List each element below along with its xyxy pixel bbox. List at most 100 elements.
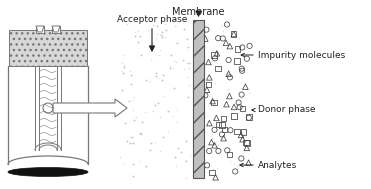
Text: Acceptor phase: Acceptor phase <box>117 15 187 24</box>
Point <box>200 26 206 29</box>
Point <box>227 129 233 132</box>
Point <box>220 30 226 33</box>
Point <box>160 95 166 98</box>
Point <box>220 117 226 120</box>
Point <box>183 176 188 179</box>
Point <box>247 44 253 47</box>
Point <box>150 46 155 49</box>
Point <box>121 54 127 57</box>
Point <box>215 37 221 40</box>
Point <box>180 58 186 61</box>
Point <box>211 128 217 131</box>
Text: Donor phase: Donor phase <box>258 105 315 115</box>
Point <box>204 88 210 91</box>
Point <box>215 143 221 146</box>
Point <box>149 41 155 44</box>
Point <box>181 27 187 30</box>
Point <box>138 133 144 136</box>
Point <box>171 86 177 89</box>
Point <box>206 83 211 86</box>
Point <box>173 165 179 168</box>
Point <box>234 130 240 133</box>
Point <box>246 116 252 119</box>
Point <box>231 114 237 117</box>
Text: Membrane: Membrane <box>172 7 225 17</box>
Point <box>152 36 158 39</box>
Point <box>119 69 125 72</box>
Point <box>246 116 252 119</box>
Point <box>227 153 233 156</box>
Polygon shape <box>53 99 127 117</box>
Point <box>183 139 189 142</box>
Point <box>238 86 244 89</box>
Point <box>175 146 181 149</box>
Point <box>204 164 210 167</box>
Point <box>129 135 135 138</box>
Point <box>131 119 137 122</box>
Point <box>226 72 232 75</box>
Point <box>209 141 214 144</box>
Point <box>227 45 233 48</box>
Point <box>159 78 165 81</box>
Point <box>184 37 190 40</box>
Point <box>238 130 244 133</box>
Point <box>210 100 216 103</box>
Point <box>206 94 212 97</box>
Point <box>234 48 240 51</box>
Point <box>159 30 165 33</box>
Point <box>165 109 171 112</box>
Point <box>185 96 191 99</box>
Point <box>232 170 238 173</box>
Point <box>236 101 242 104</box>
Point <box>159 35 165 38</box>
Point <box>223 103 229 106</box>
Point <box>163 28 169 31</box>
Point <box>157 149 162 152</box>
Point <box>240 130 246 133</box>
Point <box>239 67 245 70</box>
Point <box>226 94 232 98</box>
Bar <box>193 20 204 178</box>
Point <box>209 59 215 62</box>
Point <box>185 62 191 65</box>
Point <box>172 25 178 28</box>
Point <box>184 76 190 79</box>
Point <box>165 130 171 133</box>
Point <box>219 124 225 127</box>
Text: Analytes: Analytes <box>258 160 297 170</box>
Point <box>137 132 143 135</box>
Point <box>128 83 134 86</box>
Point <box>240 138 246 141</box>
Bar <box>52 26 60 33</box>
Point <box>224 149 230 152</box>
Point <box>209 137 215 140</box>
Point <box>186 67 192 70</box>
Point <box>136 160 142 163</box>
Point <box>153 74 159 77</box>
Point <box>150 24 156 27</box>
Point <box>227 160 233 163</box>
Point <box>127 69 133 72</box>
Point <box>243 141 249 144</box>
Point <box>138 35 144 38</box>
Point <box>246 161 252 164</box>
Point <box>125 99 131 102</box>
Point <box>231 33 237 36</box>
Point <box>215 65 221 68</box>
Point <box>154 33 160 36</box>
Point <box>216 149 221 153</box>
Point <box>223 41 229 44</box>
Point <box>154 24 160 27</box>
Point <box>135 29 141 32</box>
Point <box>151 110 157 113</box>
Point <box>152 141 158 144</box>
Point <box>171 59 177 62</box>
Point <box>212 82 218 85</box>
Point <box>128 73 134 76</box>
Point <box>244 142 250 145</box>
Point <box>244 146 250 149</box>
Point <box>240 107 246 110</box>
Point <box>239 157 244 160</box>
Point <box>244 57 250 60</box>
Point <box>187 155 193 158</box>
